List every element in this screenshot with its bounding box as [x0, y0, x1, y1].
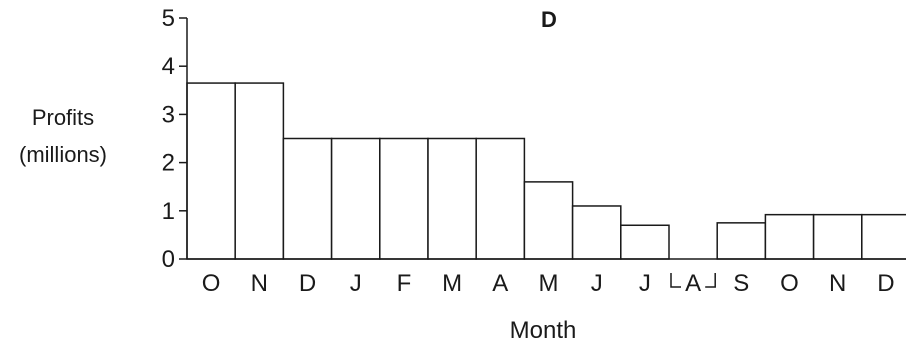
bar-4 — [330, 137, 381, 260]
x-tick-label: N — [829, 270, 846, 297]
y-tick-label: 4 — [162, 53, 175, 80]
x-tick-label: M — [442, 270, 462, 297]
x-tick-label: D — [877, 270, 894, 297]
bar-1 — [186, 82, 236, 260]
x-tick-label: F — [397, 270, 412, 297]
bar-8 — [523, 181, 574, 260]
y-axis-label-line2: (millions) — [19, 142, 107, 167]
bar-15 — [861, 213, 906, 260]
bar-13 — [764, 213, 815, 260]
x-axis-label: Month — [510, 317, 577, 344]
bar-11 — [670, 273, 716, 288]
y-axis-label-line1: Profits — [32, 105, 94, 130]
bar-12 — [716, 222, 767, 260]
bar-9 — [571, 205, 622, 260]
bar-2 — [234, 82, 285, 260]
y-tick-label: 0 — [162, 246, 175, 273]
y-tick-label: 3 — [162, 101, 175, 128]
x-tick-label: A — [492, 270, 508, 297]
bar-3 — [282, 137, 333, 260]
y-tick-label: 5 — [162, 5, 175, 32]
x-tick-label: S — [733, 270, 749, 297]
x-tick-label: J — [591, 270, 603, 297]
x-tick-label: J — [350, 270, 362, 297]
x-tick-label: N — [251, 270, 268, 297]
bars-group — [186, 82, 906, 288]
x-tick-label: J — [639, 270, 651, 297]
bar-7 — [475, 137, 526, 260]
bar-10 — [620, 224, 670, 260]
x-tick-label: O — [202, 270, 221, 297]
x-tick-label: M — [539, 270, 559, 297]
bar-6 — [427, 137, 477, 260]
x-tick-label: A — [685, 270, 701, 297]
bar-5 — [379, 137, 429, 260]
y-axis: 0 1 2 3 4 5 — [162, 5, 188, 273]
y-tick-label: 1 — [162, 198, 175, 225]
x-tick-label: D — [299, 270, 316, 297]
bar-14 — [812, 213, 863, 260]
x-tick-label: O — [780, 270, 799, 297]
y-tick-label: 2 — [162, 150, 175, 177]
chart-title: D — [541, 7, 557, 32]
